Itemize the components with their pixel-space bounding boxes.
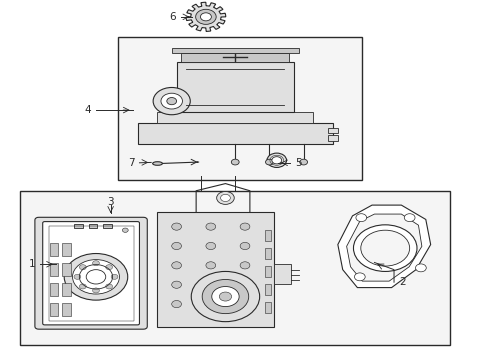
Bar <box>49 243 58 256</box>
Bar <box>49 283 58 296</box>
Circle shape <box>416 264 426 272</box>
Circle shape <box>200 13 211 21</box>
Circle shape <box>356 214 367 222</box>
Bar <box>176 62 294 112</box>
Bar <box>172 48 299 53</box>
Circle shape <box>212 287 239 307</box>
Circle shape <box>206 262 216 269</box>
Circle shape <box>196 9 216 24</box>
Circle shape <box>106 284 113 289</box>
Circle shape <box>266 159 273 165</box>
Bar <box>265 266 271 277</box>
Circle shape <box>172 223 181 230</box>
Text: 1: 1 <box>29 259 36 269</box>
Text: 2: 2 <box>399 277 406 287</box>
FancyBboxPatch shape <box>43 222 140 325</box>
Circle shape <box>240 242 250 249</box>
Circle shape <box>79 265 86 270</box>
Text: 7: 7 <box>128 158 135 168</box>
Circle shape <box>161 93 182 109</box>
Bar <box>157 212 274 327</box>
Bar <box>157 112 314 123</box>
Bar <box>49 263 58 276</box>
Circle shape <box>153 87 190 115</box>
Bar <box>118 37 362 180</box>
Bar <box>328 135 338 140</box>
Bar <box>265 302 271 313</box>
Circle shape <box>64 253 128 300</box>
Bar <box>62 283 71 296</box>
FancyBboxPatch shape <box>35 217 147 329</box>
Polygon shape <box>346 214 422 281</box>
Circle shape <box>220 194 230 202</box>
Circle shape <box>354 273 365 281</box>
Polygon shape <box>186 2 226 31</box>
Text: 5: 5 <box>295 158 302 168</box>
Bar <box>265 284 271 295</box>
Ellipse shape <box>153 162 162 165</box>
Circle shape <box>217 192 234 204</box>
Circle shape <box>74 274 81 279</box>
Circle shape <box>240 262 250 269</box>
Circle shape <box>191 271 260 321</box>
Circle shape <box>240 223 250 230</box>
Circle shape <box>167 98 176 105</box>
Circle shape <box>79 284 86 289</box>
Bar <box>74 224 83 228</box>
Circle shape <box>361 230 410 266</box>
Circle shape <box>172 262 181 269</box>
Circle shape <box>206 301 216 308</box>
Bar <box>265 230 271 241</box>
Circle shape <box>404 214 415 222</box>
Bar <box>49 226 134 320</box>
Circle shape <box>206 242 216 249</box>
Polygon shape <box>338 205 431 288</box>
Text: 3: 3 <box>107 197 114 207</box>
Bar <box>103 224 112 228</box>
Bar <box>62 243 71 256</box>
Circle shape <box>106 265 113 270</box>
Circle shape <box>220 292 232 301</box>
Circle shape <box>93 261 99 266</box>
Circle shape <box>300 159 308 165</box>
Circle shape <box>231 159 239 165</box>
Circle shape <box>206 223 216 230</box>
Bar <box>89 224 98 228</box>
Bar <box>328 128 338 134</box>
Circle shape <box>111 274 118 279</box>
Circle shape <box>93 288 99 293</box>
Circle shape <box>172 301 181 308</box>
Text: 6: 6 <box>170 12 176 22</box>
Bar <box>20 191 450 345</box>
Bar <box>181 53 289 62</box>
Bar <box>138 123 333 144</box>
Text: 4: 4 <box>84 105 91 115</box>
Circle shape <box>73 260 120 294</box>
Circle shape <box>240 281 250 288</box>
Bar <box>62 263 71 276</box>
Bar <box>62 303 71 316</box>
Circle shape <box>202 279 249 314</box>
Circle shape <box>172 281 181 288</box>
Bar <box>265 248 271 259</box>
Circle shape <box>172 242 181 249</box>
Bar <box>274 264 292 284</box>
Circle shape <box>206 281 216 288</box>
Circle shape <box>122 228 128 232</box>
Circle shape <box>272 157 282 164</box>
Circle shape <box>240 301 250 308</box>
Bar <box>49 303 58 316</box>
Circle shape <box>353 225 417 271</box>
Circle shape <box>267 153 287 167</box>
